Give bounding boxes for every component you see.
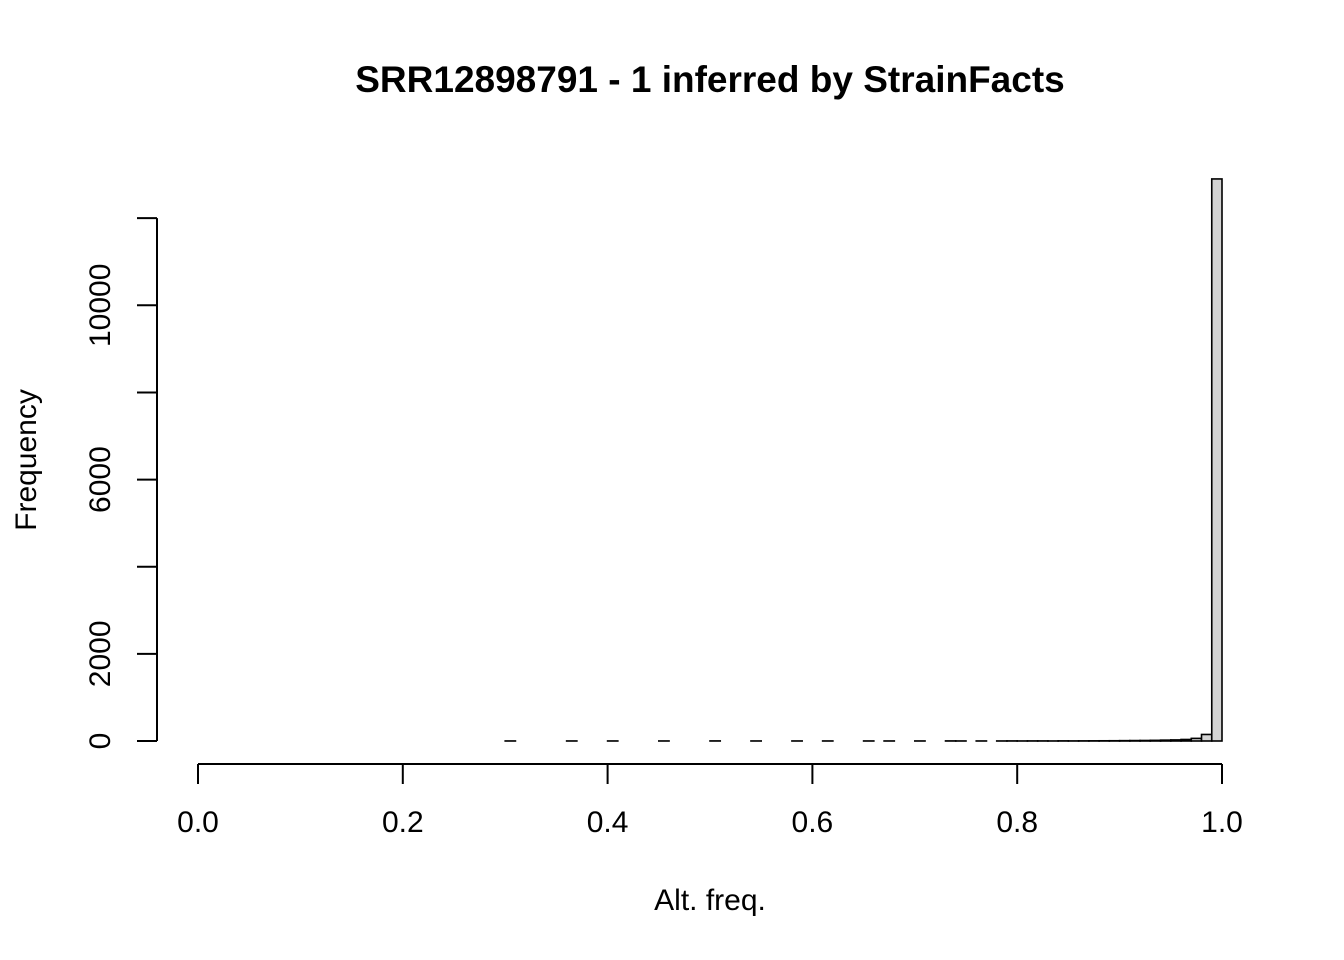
histogram-bar xyxy=(1180,738,1193,742)
histogram-bar xyxy=(1190,737,1203,742)
y-tick-label: 6000 xyxy=(84,446,117,513)
x-tick-label: 0.8 xyxy=(996,806,1038,839)
x-tick-label: 1.0 xyxy=(1201,806,1243,839)
x-tick-label: 0.0 xyxy=(177,806,219,839)
x-axis: 0.0 0.2 0.4 0.6 0.8 1.0 xyxy=(177,763,1243,839)
histogram-bar xyxy=(1159,739,1172,742)
y-tick-label: 2000 xyxy=(84,620,117,687)
histogram-bar xyxy=(1200,733,1213,742)
y-tick-label: 0 xyxy=(84,733,117,750)
histogram-bar xyxy=(1170,739,1182,742)
y-tick-label: 10000 xyxy=(84,264,117,347)
histogram-bars xyxy=(504,178,1223,742)
histogram-bar xyxy=(1149,739,1162,742)
x-tick-label: 0.4 xyxy=(587,806,629,839)
x-tick-label: 0.6 xyxy=(792,806,834,839)
y-axis: 0 2000 6000 10000 xyxy=(84,217,158,750)
chart-title: SRR12898791 - 1 inferred by StrainFacts xyxy=(355,59,1065,100)
histogram-bar xyxy=(1139,739,1152,742)
x-tick-label: 0.2 xyxy=(382,806,424,839)
x-axis-label: Alt. freq. xyxy=(654,884,766,917)
y-axis-label: Frequency xyxy=(10,389,43,531)
histogram-bar xyxy=(1210,178,1223,742)
